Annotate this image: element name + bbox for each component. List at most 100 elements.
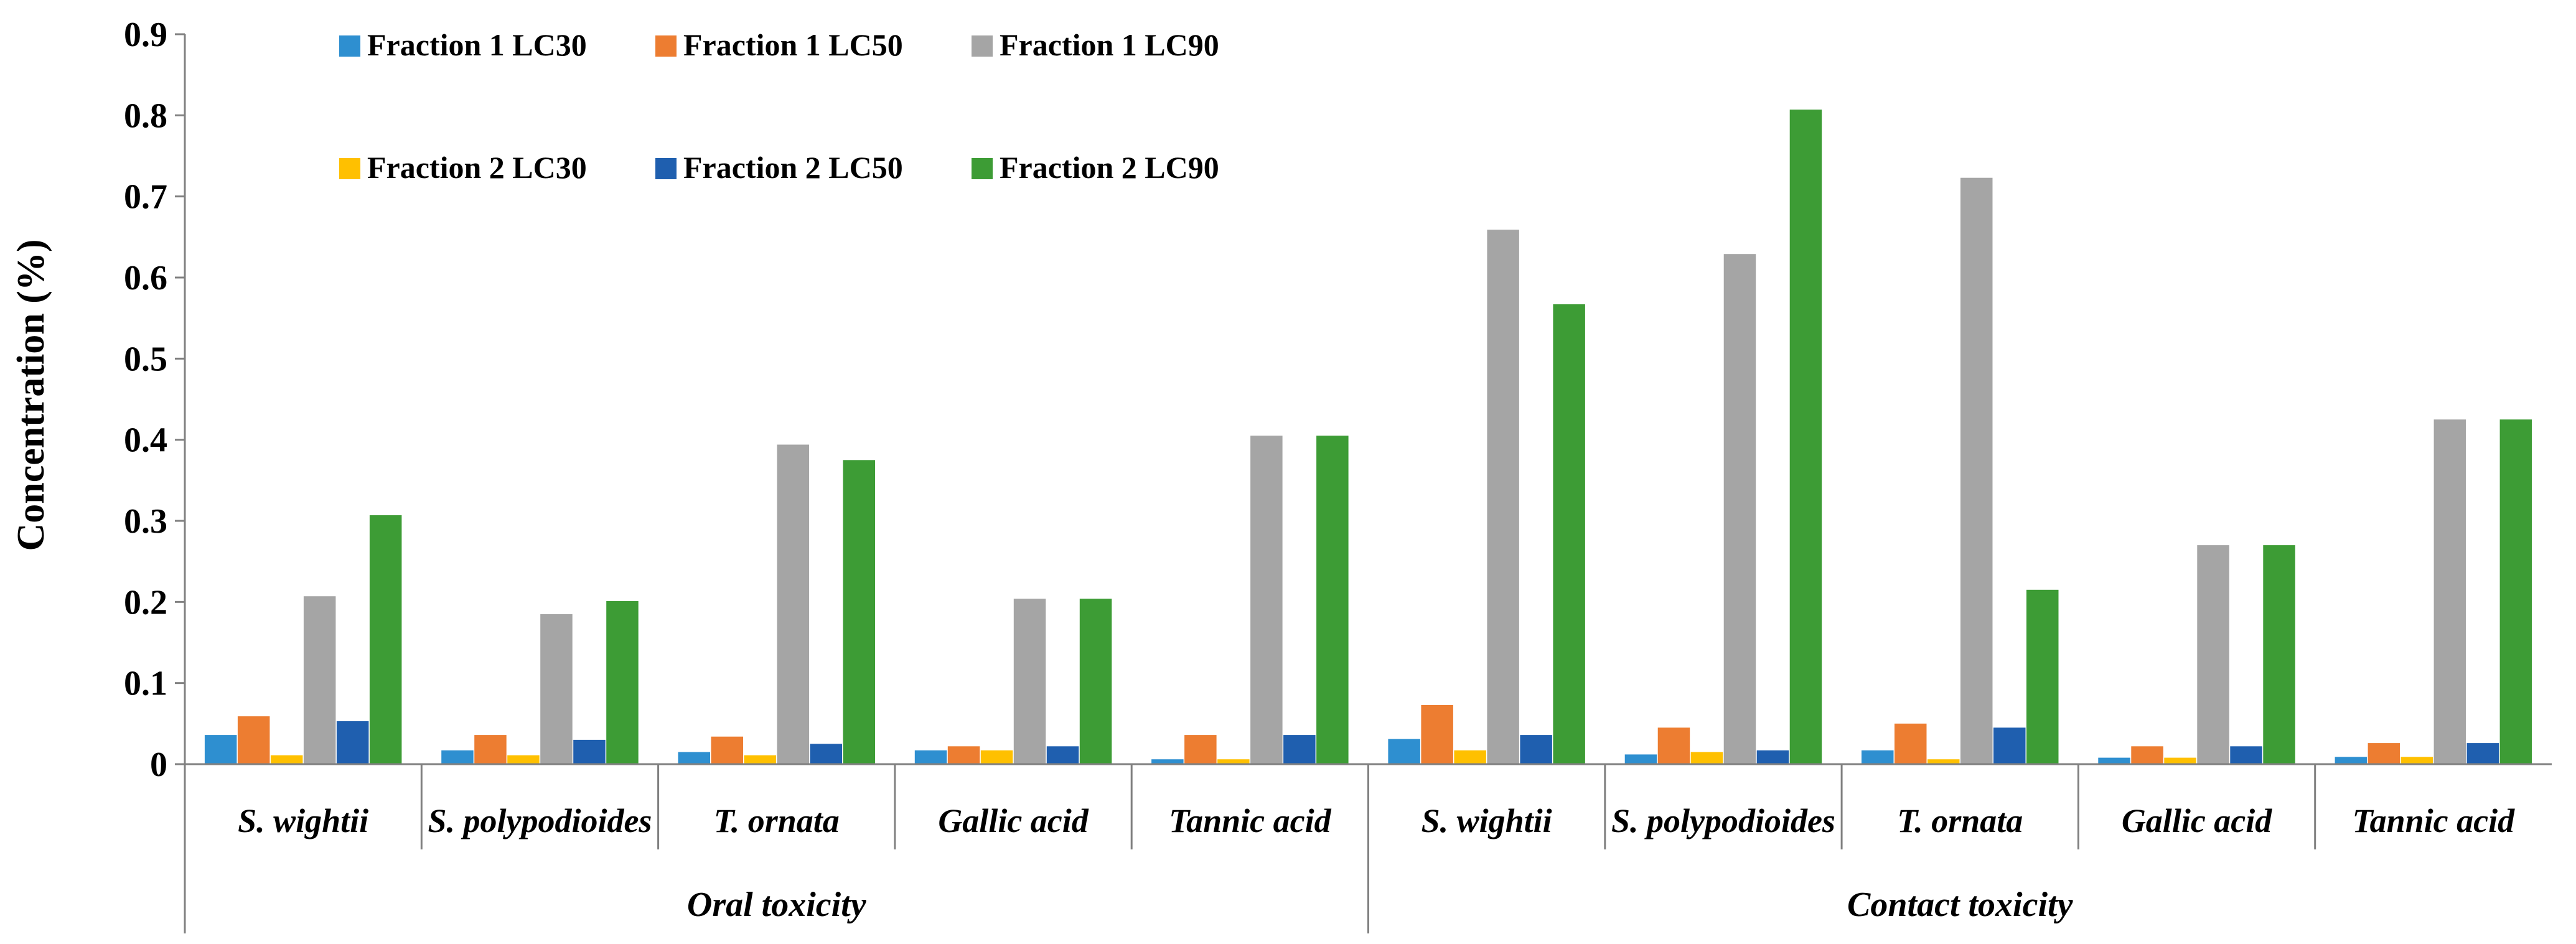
bar bbox=[474, 735, 507, 764]
bar bbox=[2026, 589, 2059, 764]
bar bbox=[777, 444, 809, 764]
y-tick-label: 0.2 bbox=[124, 583, 167, 622]
x-tick-label: S. polypodioides bbox=[1611, 802, 1835, 839]
y-tick-label: 0.8 bbox=[124, 96, 167, 135]
bar bbox=[1624, 754, 1657, 764]
y-tick-label: 0 bbox=[150, 745, 167, 784]
bar bbox=[810, 744, 842, 764]
bar bbox=[947, 746, 980, 764]
bar bbox=[2466, 743, 2499, 764]
bar bbox=[2335, 757, 2368, 764]
legend-label: Fraction 1 LC50 bbox=[683, 27, 903, 62]
bar bbox=[303, 596, 336, 764]
x-tick-label: S. wightii bbox=[1421, 802, 1552, 839]
legend-swatch bbox=[655, 35, 677, 57]
x-tick-label: S. polypodioides bbox=[428, 802, 652, 839]
y-tick-label: 0.9 bbox=[124, 16, 167, 54]
bar bbox=[270, 755, 303, 764]
x-tick-label: T. ornata bbox=[714, 802, 840, 839]
x-tick-label: Tannic acid bbox=[1169, 802, 1332, 839]
legend-label: Fraction 1 LC30 bbox=[367, 27, 587, 62]
bar bbox=[1690, 752, 1723, 764]
legend-label: Fraction 2 LC30 bbox=[367, 150, 587, 185]
bar bbox=[1454, 750, 1486, 764]
bar bbox=[1723, 254, 1756, 764]
bar bbox=[441, 750, 474, 764]
bar bbox=[678, 752, 710, 764]
y-tick-label: 0.5 bbox=[124, 340, 167, 378]
bar bbox=[1927, 759, 1960, 764]
y-tick-label: 0.1 bbox=[124, 665, 167, 703]
bar bbox=[336, 721, 369, 764]
bar bbox=[1151, 759, 1184, 764]
y-axis-label: Concentration (%) bbox=[10, 239, 52, 551]
bar bbox=[1283, 735, 1316, 764]
bar bbox=[1388, 739, 1420, 764]
bar bbox=[1487, 230, 1519, 765]
bar bbox=[1421, 704, 1453, 764]
legend: Fraction 1 LC30 Fraction 1 LC50 Fraction 1… bbox=[339, 27, 1219, 185]
x-tick-label: T. ornata bbox=[1897, 802, 2023, 839]
bars bbox=[204, 110, 2532, 765]
bar bbox=[2131, 746, 2163, 764]
legend-swatch bbox=[972, 158, 993, 179]
bar bbox=[1553, 304, 1585, 764]
bar bbox=[1895, 723, 1927, 764]
bar bbox=[2368, 743, 2400, 764]
bar bbox=[2164, 757, 2196, 764]
bar bbox=[2263, 545, 2295, 764]
bar bbox=[980, 750, 1013, 764]
y-tick-label: 0.7 bbox=[124, 178, 167, 217]
bar bbox=[1756, 750, 1789, 764]
legend-label: Fraction 2 LC90 bbox=[1000, 150, 1219, 185]
bar bbox=[540, 614, 573, 764]
bar bbox=[573, 739, 606, 764]
bar bbox=[369, 515, 402, 764]
x-tick-label: Tannic acid bbox=[2353, 802, 2516, 839]
bar bbox=[1657, 727, 1690, 764]
bar bbox=[2433, 419, 2466, 764]
y-axis: 0 0.1 0.2 0.3 0.4 0.5 0.6 0.7 0.8 0.9 bbox=[124, 16, 186, 784]
bar bbox=[711, 736, 743, 764]
bar bbox=[1993, 727, 2026, 764]
x-axis: S. wightii S. polypodioides T. ornata Galli… bbox=[184, 763, 2552, 933]
bar bbox=[2400, 757, 2433, 764]
legend-label: Fraction 2 LC50 bbox=[683, 150, 903, 185]
bar bbox=[606, 601, 639, 764]
bar bbox=[1789, 110, 1822, 765]
bar bbox=[507, 755, 540, 764]
bar bbox=[2230, 746, 2262, 764]
y-tick-label: 0.4 bbox=[124, 421, 167, 460]
x-tick-label: Gallic acid bbox=[2122, 802, 2272, 839]
bar bbox=[1520, 735, 1552, 764]
bar bbox=[1013, 599, 1046, 764]
bar bbox=[1184, 735, 1217, 764]
x-tick-label: Gallic acid bbox=[938, 802, 1089, 839]
bar bbox=[744, 755, 776, 764]
bar bbox=[914, 750, 947, 764]
bar bbox=[1217, 759, 1250, 764]
bar bbox=[1079, 599, 1112, 764]
legend-swatch bbox=[655, 158, 677, 179]
bar bbox=[1250, 436, 1283, 764]
legend-swatch bbox=[339, 35, 360, 57]
bar bbox=[1316, 436, 1349, 764]
legend-label: Fraction 1 LC90 bbox=[1000, 27, 1219, 62]
bar bbox=[1046, 746, 1079, 764]
legend-swatch bbox=[339, 158, 360, 179]
bar bbox=[2098, 757, 2130, 764]
bar bbox=[204, 735, 237, 764]
bar bbox=[237, 716, 270, 764]
legend-swatch bbox=[972, 35, 993, 57]
bar bbox=[1960, 177, 1993, 764]
bar bbox=[843, 460, 875, 765]
group-label: Oral toxicity bbox=[687, 886, 867, 924]
bar bbox=[1862, 750, 1894, 764]
group-label: Contact toxicity bbox=[1847, 886, 2074, 924]
x-tick-label: S. wightii bbox=[238, 802, 368, 839]
bar bbox=[2197, 545, 2229, 764]
y-tick-label: 0.3 bbox=[124, 502, 167, 541]
bar bbox=[2499, 419, 2532, 764]
y-tick-label: 0.6 bbox=[124, 259, 167, 297]
